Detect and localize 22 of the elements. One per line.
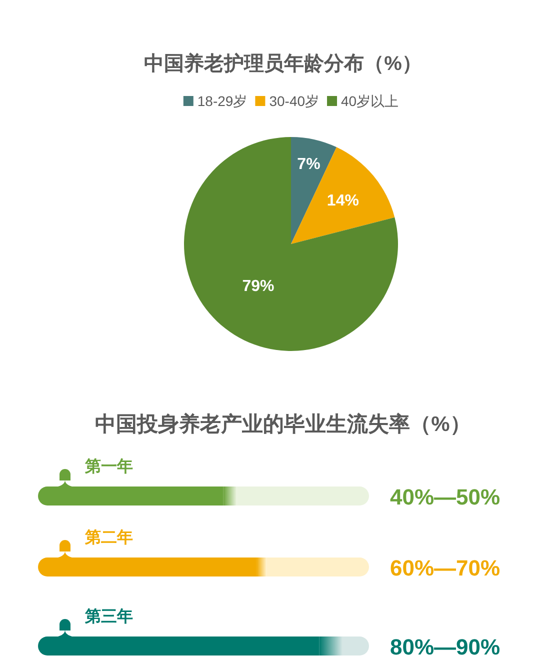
bar bbox=[223, 486, 237, 506]
y-tick-label: 第二年 bbox=[84, 528, 133, 546]
bar bbox=[236, 486, 369, 506]
bar bbox=[319, 636, 343, 656]
legend-label: 18-29岁 bbox=[197, 93, 248, 109]
y-tick-label: 第三年 bbox=[84, 608, 133, 626]
pie-slice bbox=[184, 137, 398, 351]
pie-slice bbox=[291, 147, 395, 244]
data-label: 14% bbox=[326, 192, 359, 210]
data-label: 79% bbox=[242, 278, 274, 295]
text: 60%—70% bbox=[390, 556, 500, 580]
legend-label: 30-40岁 bbox=[269, 93, 320, 109]
legend-label: 40岁以上 bbox=[341, 93, 399, 109]
chart-title: 中国投身养老产业的毕业生流失率（%） bbox=[95, 412, 471, 436]
data-label: 7% bbox=[297, 156, 320, 174]
y-tick-label: 第一年 bbox=[84, 458, 133, 476]
bar bbox=[38, 486, 224, 506]
bar bbox=[342, 636, 369, 656]
chart-title: 中国养老护理员年龄分布（%） bbox=[144, 52, 422, 75]
text: 80%—90% bbox=[390, 634, 500, 660]
text: 40%—50% bbox=[390, 484, 500, 510]
bar bbox=[38, 636, 320, 656]
